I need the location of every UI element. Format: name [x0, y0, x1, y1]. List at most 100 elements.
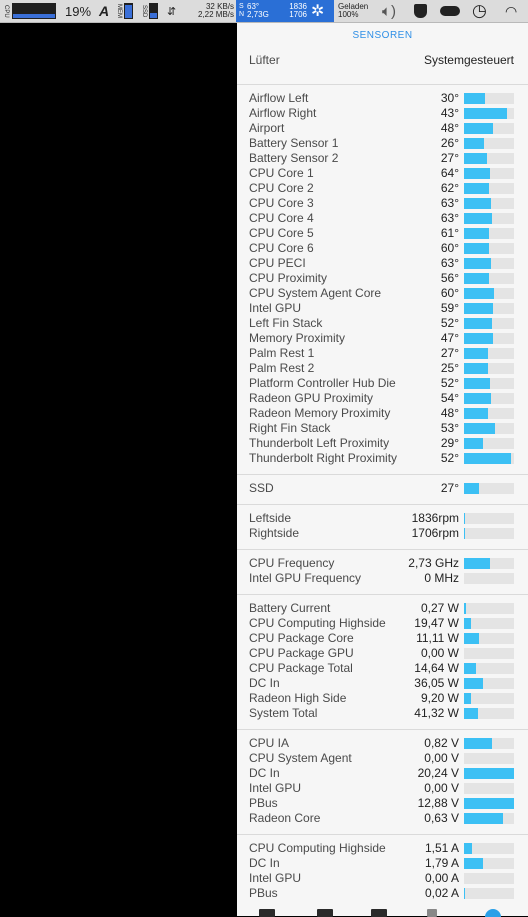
sensor-row[interactable]: Intel GPU Frequency 0 MHz	[249, 571, 514, 586]
ssd-menu-item[interactable]: SSD	[141, 0, 158, 22]
sensor-level-bar	[464, 183, 514, 194]
sensor-row[interactable]: CPU Core 5 61°	[249, 226, 514, 241]
sensor-label: CPU Computing Highside	[249, 616, 386, 630]
sensor-row[interactable]: Palm Rest 2 25°	[249, 361, 514, 376]
sensor-level-fill	[464, 363, 488, 374]
network-tab-icon[interactable]	[427, 909, 437, 917]
sensor-row[interactable]: CPU Computing Highside 19,47 W	[249, 616, 514, 631]
sensor-row[interactable]: CPU Core 4 63°	[249, 211, 514, 226]
sensor-row[interactable]: CPU System Agent 0,00 V	[249, 751, 514, 766]
sensor-row[interactable]: CPU Core 6 60°	[249, 241, 514, 256]
sensor-level-bar	[464, 153, 514, 164]
sensor-row[interactable]: CPU Core 2 62°	[249, 181, 514, 196]
sensor-row[interactable]: CPU Proximity 56°	[249, 271, 514, 286]
sensor-row[interactable]: Radeon Memory Proximity 48°	[249, 406, 514, 421]
sensor-value: 62°	[440, 181, 459, 195]
disk-tab-icon[interactable]	[371, 909, 387, 917]
sensor-label: Intel GPU	[249, 301, 302, 315]
sensor-row[interactable]: System Total 41,32 W	[249, 706, 514, 721]
sensor-row[interactable]: Airflow Left 30°	[249, 91, 514, 106]
cloud-icon[interactable]	[440, 0, 460, 22]
sensor-row[interactable]: Airport 48°	[249, 121, 514, 136]
sensor-level-fill	[464, 888, 465, 899]
sensor-label: Platform Controller Hub Die	[249, 376, 396, 390]
sensor-level-fill	[464, 108, 507, 119]
sensor-row[interactable]: CPU Package Core 11,11 W	[249, 631, 514, 646]
sensor-level-fill	[464, 168, 490, 179]
sensors-menu-item[interactable]: S N 63° 2,73G 1836 1706	[236, 0, 334, 22]
sensor-label: Left Fin Stack	[249, 316, 323, 330]
sensor-row[interactable]: DC In 20,24 V	[249, 766, 514, 781]
sensor-row[interactable]: Battery Sensor 1 26°	[249, 136, 514, 151]
sensor-row[interactable]: CPU System Agent Core 60°	[249, 286, 514, 301]
sensor-row[interactable]: CPU Package Total 14,64 W	[249, 661, 514, 676]
sensor-label: CPU PECI	[249, 256, 306, 270]
sensor-level-bar	[464, 213, 514, 224]
sensor-level-bar	[464, 348, 514, 359]
sensors-tab-icon[interactable]	[485, 909, 501, 917]
sensor-level-bar	[464, 873, 514, 884]
sensor-level-bar	[464, 573, 514, 584]
shield-icon[interactable]	[414, 0, 427, 22]
fan-mode-value[interactable]: Systemgesteuert	[423, 53, 514, 67]
sensor-level-fill	[464, 318, 492, 329]
sensor-row[interactable]: Airflow Right 43°	[249, 106, 514, 121]
sensor-row[interactable]: PBus 0,02 A	[249, 886, 514, 901]
battery-menu-item[interactable]: Geladen 100%	[338, 0, 368, 22]
sensor-level-bar	[464, 663, 514, 674]
sensor-level-fill	[464, 678, 483, 689]
sensor-value: 1836rpm	[411, 511, 459, 525]
sensor-row[interactable]: Platform Controller Hub Die 52°	[249, 376, 514, 391]
sensor-row[interactable]: CPU Package GPU 0,00 W	[249, 646, 514, 661]
sensor-row[interactable]: Intel GPU 0,00 A	[249, 871, 514, 886]
sensor-row[interactable]: Palm Rest 1 27°	[249, 346, 514, 361]
sensor-level-bar	[464, 693, 514, 704]
fan-mode-row[interactable]: Lüfter Systemgesteuert	[249, 53, 514, 68]
sensor-row[interactable]: Thunderbolt Left Proximity 29°	[249, 436, 514, 451]
sensor-row[interactable]: SSD 27°	[249, 481, 514, 496]
sensor-row[interactable]: Radeon Core 0,63 V	[249, 811, 514, 826]
sensor-row[interactable]: Left Fin Stack 52°	[249, 316, 514, 331]
sensor-level-fill	[464, 288, 494, 299]
sensor-value: 0,00 A	[424, 871, 459, 885]
mem-gauge-icon	[124, 3, 133, 19]
sensor-row[interactable]: Battery Sensor 2 27°	[249, 151, 514, 166]
sensor-row[interactable]: CPU Frequency 2,73 GHz	[249, 556, 514, 571]
cpu-tab-icon[interactable]	[259, 909, 275, 917]
sensor-row[interactable]: Radeon GPU Proximity 54°	[249, 391, 514, 406]
sensor-row[interactable]: Right Fin Stack 53°	[249, 421, 514, 436]
sensor-label: Airport	[249, 121, 285, 135]
sensor-level-bar	[464, 483, 514, 494]
sensor-row[interactable]: PBus 12,88 V	[249, 796, 514, 811]
sensor-row[interactable]: Radeon High Side 9,20 W	[249, 691, 514, 706]
sensor-row[interactable]: CPU Core 1 64°	[249, 166, 514, 181]
sensor-row[interactable]: Memory Proximity 47°	[249, 331, 514, 346]
network-menu-item[interactable]: 32 KB/s 2,22 MB/s	[180, 0, 234, 22]
sensor-row[interactable]: Thunderbolt Right Proximity 52°	[249, 451, 514, 466]
network-upload: 32 KB/s	[205, 2, 234, 11]
sensor-row[interactable]: CPU IA 0,82 V	[249, 736, 514, 751]
sensor-row[interactable]: CPU Computing Highside 1,51 A	[249, 841, 514, 856]
sensor-label: CPU Core 3	[249, 196, 314, 210]
mem-menu-item[interactable]: MEM	[116, 0, 133, 22]
sensor-row[interactable]: DC In 36,05 W	[249, 676, 514, 691]
time-machine-icon[interactable]: ◷	[472, 1, 487, 20]
sensor-row[interactable]: Leftside 1836rpm	[249, 511, 514, 526]
sensor-row[interactable]: Rightside 1706rpm	[249, 526, 514, 541]
volume-icon[interactable]: 🔈︎)	[382, 2, 396, 20]
sensor-row[interactable]: CPU Core 3 63°	[249, 196, 514, 211]
memory-tab-icon[interactable]	[317, 909, 333, 917]
sensor-value: 11,11 W	[416, 631, 459, 645]
panel-footer	[237, 906, 528, 917]
wifi-icon[interactable]: ◠	[505, 2, 518, 19]
sensor-level-fill	[464, 228, 489, 239]
sensor-row[interactable]: Battery Current 0,27 W	[249, 601, 514, 616]
sensor-value: 63°	[440, 196, 459, 210]
sensor-row[interactable]: DC In 1,79 A	[249, 856, 514, 871]
sensor-row[interactable]: CPU PECI 63°	[249, 256, 514, 271]
sensor-row[interactable]: Intel GPU 0,00 V	[249, 781, 514, 796]
sensor-level-fill	[464, 123, 493, 134]
sensor-row[interactable]: Intel GPU 59°	[249, 301, 514, 316]
font-a-icon[interactable]: A	[99, 3, 110, 19]
cpu-menu-item[interactable]: CPU 19%	[2, 0, 91, 22]
